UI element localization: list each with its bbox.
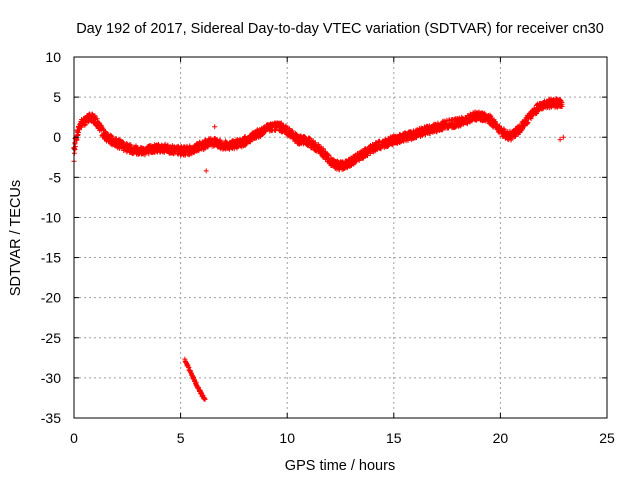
x-tick-label: 10: [279, 430, 295, 446]
x-tick-label: 20: [493, 430, 509, 446]
data-point: [559, 104, 565, 110]
grid-lines: [74, 57, 607, 418]
data-point: [260, 132, 266, 138]
x-axis-label: GPS time / hours: [285, 458, 395, 474]
y-tick-label: -25: [41, 330, 61, 346]
x-tick-label: 25: [599, 430, 615, 446]
data-point: [312, 141, 318, 147]
axis-ticks: 0 5 10 15 20 25 10 5 0 -5 -10 -15 -20 -25 -30 -35: [41, 49, 615, 446]
data-point: [231, 146, 237, 152]
data-point: [128, 142, 134, 148]
data-point: [94, 116, 100, 122]
data-points: [71, 96, 566, 402]
data-point: [92, 113, 98, 119]
y-tick-label: -15: [41, 250, 61, 266]
y-tick-label: 5: [53, 89, 61, 105]
data-point: [212, 124, 218, 130]
y-axis-label: SDTVAR / TECUs: [8, 180, 24, 296]
data-point: [423, 131, 429, 137]
data-point: [557, 97, 563, 103]
data-point: [326, 152, 332, 158]
x-tick-label: 15: [386, 430, 402, 446]
data-point: [525, 119, 531, 125]
y-tick-label: 0: [53, 129, 61, 145]
data-point: [512, 133, 518, 139]
data-point: [344, 164, 350, 170]
y-tick-label: -35: [41, 410, 61, 426]
data-point: [320, 146, 326, 152]
data-point: [97, 122, 103, 128]
data-point: [534, 109, 540, 115]
x-tick-label: 5: [177, 430, 185, 446]
data-point: [278, 120, 284, 126]
data-point: [560, 134, 566, 140]
y-tick-label: -5: [49, 169, 62, 185]
data-point: [203, 168, 209, 174]
data-point: [414, 134, 420, 140]
y-tick-label: -20: [41, 290, 61, 306]
data-point: [202, 396, 208, 402]
plot-frame: [73, 56, 608, 419]
data-point: [247, 139, 253, 145]
data-point: [524, 120, 530, 126]
y-tick-label: -10: [41, 209, 61, 225]
data-point: [75, 129, 81, 135]
data-point: [73, 137, 79, 143]
x-tick-label: 0: [70, 430, 78, 446]
chart-title: Day 192 of 2017, Sidereal Day-to-day VTE…: [76, 21, 604, 37]
data-point: [557, 137, 563, 143]
y-tick-label: 10: [45, 49, 61, 65]
y-tick-label: -30: [41, 370, 61, 386]
